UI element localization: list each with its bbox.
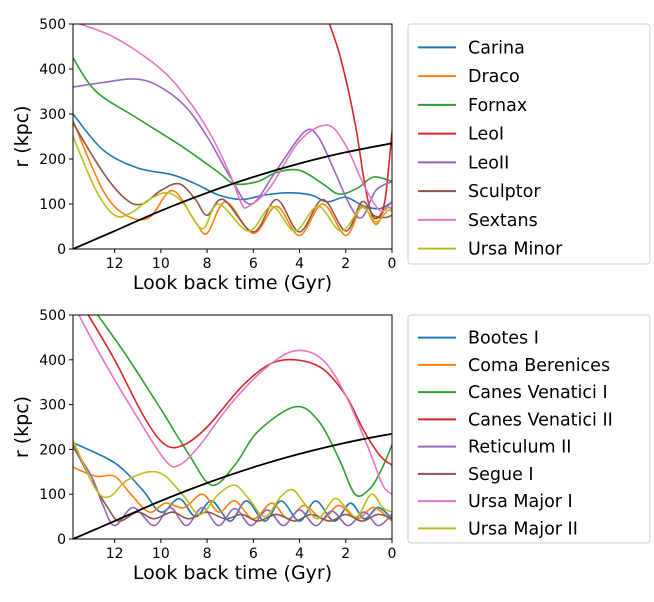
top-x-tick-label: 8 (203, 256, 212, 272)
bottom-series-line-coma-berenices (73, 466, 392, 522)
top-x-tick-label: 2 (341, 256, 350, 272)
bottom-x-tick-label: 2 (341, 546, 350, 562)
bottom-y-tick-label: 400 (39, 353, 66, 369)
bottom-legend-label-segue-i: Segue I (468, 465, 534, 485)
top-legend-box (407, 23, 651, 265)
top-y-tick-label: 400 (39, 62, 66, 78)
bottom-x-axis-label: Look back time (Gyr) (133, 562, 332, 584)
bottom-legend-box (407, 314, 651, 544)
bottom-legend-label-canes-venatici-i: Canes Venatici I (468, 383, 608, 403)
bottom-y-tick-label: 200 (39, 442, 66, 458)
bottom-x-tick-label: 4 (295, 546, 304, 562)
top-y-ticks: 0 100 200 300 400 500 (39, 17, 73, 258)
top-legend-label-leoii: LeoII (468, 153, 509, 173)
bottom-series-line-canes-venatici-ii (87, 315, 392, 466)
top-series-line-sextans (76, 24, 392, 212)
bottom-panel: 12 10 8 6 4 2 0 0 100 200 300 400 500 Look back tim… (11, 308, 651, 584)
top-series-line-sculptor (73, 122, 392, 233)
bottom-x-tick-label: 10 (152, 546, 170, 562)
bottom-legend-label-ursa-major-ii: Ursa Major II (468, 519, 578, 539)
top-series-line-carina (73, 113, 392, 210)
top-legend-label-leoi: LeoI (468, 125, 504, 145)
top-x-tick-label: 12 (106, 256, 124, 272)
top-x-axis-label: Look back time (Gyr) (133, 272, 332, 294)
bottom-legend-label-ursa-major-i: Ursa Major I (468, 492, 573, 512)
bottom-legend: Bootes I Coma Berenices Canes Venatici I Ca… (407, 314, 651, 544)
top-x-tick-label: 6 (249, 256, 258, 272)
bottom-series-line-ursa-major-ii (73, 440, 392, 520)
bottom-x-tick-label: 6 (249, 546, 258, 562)
top-plot-lines (73, 24, 392, 249)
top-series-line-leoii (73, 78, 392, 219)
bottom-series-line-reticulum-ii (73, 446, 392, 527)
bottom-y-ticks: 0 100 200 300 400 500 (39, 308, 73, 548)
bottom-series-line-bootes-i (73, 441, 392, 522)
top-reference-curve (73, 142, 392, 249)
top-legend-label-sculptor: Sculptor (468, 182, 541, 202)
top-y-tick-label: 200 (39, 152, 66, 168)
top-y-axis-label: r (kpc) (11, 105, 33, 167)
top-x-tick-label: 10 (152, 256, 170, 272)
bottom-plot-lines (73, 315, 392, 539)
bottom-x-ticks: 12 10 8 6 4 2 0 (106, 539, 397, 562)
top-series-line-ursa-minor (73, 136, 392, 232)
top-series-line-fornax (73, 57, 392, 195)
top-series-line-leoi (328, 24, 392, 220)
bottom-y-tick-label: 100 (39, 487, 66, 503)
bottom-x-tick-label: 12 (106, 546, 124, 562)
bottom-series-line-canes-venatici-i (96, 315, 392, 498)
top-panel: 12 10 8 6 4 2 0 0 100 200 300 400 500 Look back tim… (11, 17, 651, 294)
bottom-legend-label-reticulum-ii: Reticulum II (468, 438, 571, 458)
bottom-plot-frame (72, 314, 393, 540)
bottom-series-line-segue-i (73, 444, 392, 522)
top-series-line-draco (73, 120, 392, 237)
top-x-tick-label: 0 (388, 256, 397, 272)
top-y-tick-label: 500 (39, 17, 66, 33)
top-legend-label-draco: Draco (468, 67, 520, 87)
bottom-x-tick-label: 0 (388, 546, 397, 562)
top-plot-frame (72, 23, 393, 250)
top-legend-label-fornax: Fornax (468, 96, 527, 116)
bottom-y-tick-label: 300 (39, 398, 66, 414)
bottom-y-tick-label: 500 (39, 308, 66, 324)
top-x-tick-label: 4 (295, 256, 304, 272)
bottom-legend-label-coma-berenices: Coma Berenices (468, 356, 610, 376)
top-legend-label-sextans: Sextans (468, 211, 538, 231)
bottom-series-line-ursa-major-i (77, 315, 392, 495)
bottom-x-tick-label: 8 (203, 546, 212, 562)
bottom-legend-label-bootes-i: Bootes I (468, 329, 539, 349)
top-x-ticks: 12 10 8 6 4 2 0 (106, 249, 397, 272)
bottom-y-axis-label: r (kpc) (11, 396, 33, 458)
bottom-legend-label-canes-venatici-ii: Canes Venatici II (468, 410, 613, 430)
top-y-tick-label: 0 (57, 242, 66, 258)
top-y-tick-label: 300 (39, 107, 66, 123)
top-legend-label-carina: Carina (468, 38, 525, 58)
top-legend-label-ursa-minor: Ursa Minor (468, 240, 563, 260)
bottom-reference-curve (73, 432, 392, 539)
bottom-y-tick-label: 0 (57, 532, 66, 548)
top-legend: Carina Draco Fornax LeoI LeoII Sculptor Sextan… (407, 23, 651, 265)
top-y-tick-label: 100 (39, 197, 66, 213)
